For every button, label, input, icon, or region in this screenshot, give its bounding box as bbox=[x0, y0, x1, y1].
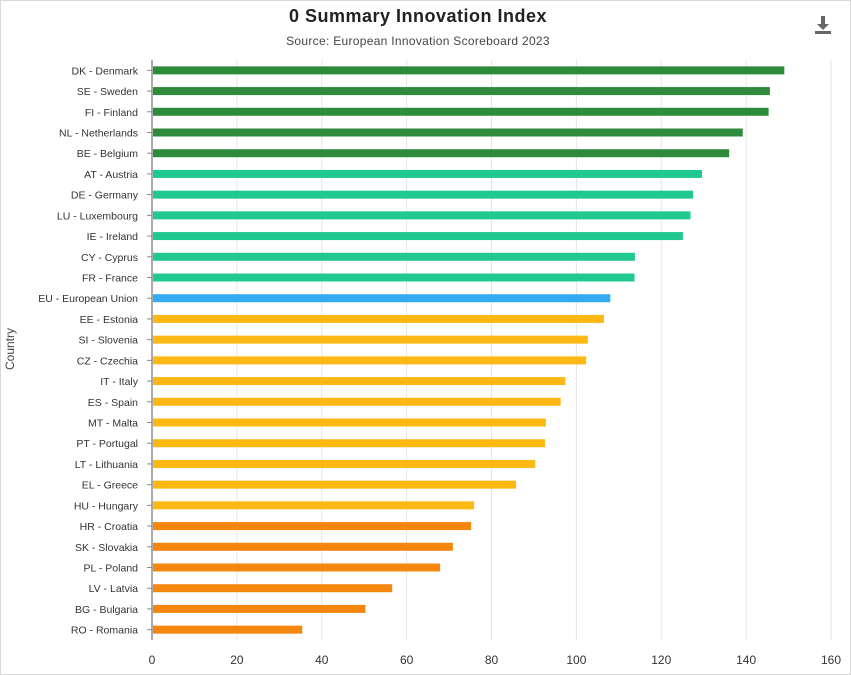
bar bbox=[153, 604, 366, 613]
bar bbox=[153, 439, 545, 448]
download-icon[interactable] bbox=[812, 14, 834, 36]
chart-title: 0 Summary Innovation Index bbox=[288, 6, 548, 26]
category-label: FR - France bbox=[82, 273, 138, 285]
bar bbox=[153, 314, 604, 323]
bar bbox=[153, 149, 730, 158]
bar bbox=[153, 252, 635, 261]
category-label: PT - Portugal bbox=[76, 438, 138, 450]
bar bbox=[153, 128, 743, 137]
bar bbox=[153, 377, 566, 386]
x-tick-label: 100 bbox=[566, 653, 586, 667]
category-label: RO - Romania bbox=[71, 625, 138, 637]
bar bbox=[153, 273, 635, 282]
bar bbox=[153, 625, 303, 634]
category-label: NL - Netherlands bbox=[59, 128, 138, 140]
bar bbox=[153, 501, 475, 510]
category-label: EL - Greece bbox=[82, 480, 138, 492]
bar bbox=[153, 418, 546, 427]
x-tick-label: 20 bbox=[230, 653, 244, 667]
bar bbox=[153, 480, 517, 489]
category-label: AT - Austria bbox=[84, 169, 138, 181]
category-label: LU - Luxembourg bbox=[57, 210, 138, 222]
category-label: HR - Croatia bbox=[80, 521, 139, 533]
bar bbox=[153, 397, 561, 406]
category-label: DE - Germany bbox=[71, 190, 139, 202]
x-tick-label: 140 bbox=[736, 653, 756, 667]
category-label: LT - Lithuania bbox=[75, 459, 138, 471]
category-label: SK - Slovakia bbox=[75, 542, 138, 554]
category-label: BG - Bulgaria bbox=[75, 604, 138, 616]
x-tick-label: 120 bbox=[651, 653, 671, 667]
bar bbox=[153, 107, 769, 116]
category-label: LV - Latvia bbox=[89, 583, 139, 595]
bar bbox=[153, 542, 453, 551]
chart-subtitle: Source: European Innovation Scoreboard 2… bbox=[286, 34, 550, 48]
category-label: EE - Estonia bbox=[80, 314, 139, 326]
bar bbox=[153, 522, 472, 531]
bar bbox=[153, 169, 702, 178]
bar bbox=[153, 190, 694, 199]
category-label: CY - Cyprus bbox=[81, 252, 138, 264]
category-label: DK - Denmark bbox=[71, 65, 138, 77]
bar bbox=[153, 584, 393, 593]
category-label: EU - European Union bbox=[38, 293, 138, 305]
bar bbox=[153, 232, 683, 241]
category-label: IT - Italy bbox=[100, 376, 138, 388]
bar bbox=[153, 66, 785, 75]
category-label: MT - Malta bbox=[88, 418, 138, 430]
category-label: ES - Spain bbox=[88, 397, 138, 409]
category-label: CZ - Czechia bbox=[77, 355, 138, 367]
x-tick-label: 40 bbox=[315, 653, 329, 667]
category-label: BE - Belgium bbox=[77, 148, 139, 160]
bar bbox=[153, 335, 588, 344]
category-label: SI - Slovenia bbox=[78, 335, 138, 347]
category-label: SE - Sweden bbox=[77, 86, 138, 98]
bar bbox=[153, 459, 536, 468]
category-label: IE - Ireland bbox=[87, 231, 139, 243]
bar bbox=[153, 87, 770, 96]
x-tick-label: 160 bbox=[821, 653, 841, 667]
x-tick-label: 0 bbox=[149, 653, 156, 667]
bar bbox=[153, 563, 441, 572]
bar bbox=[153, 294, 611, 303]
category-label: PL - Poland bbox=[84, 563, 139, 575]
bar bbox=[153, 211, 691, 220]
bar bbox=[153, 356, 587, 365]
x-tick-label: 80 bbox=[485, 653, 499, 667]
category-label: FI - Finland bbox=[85, 107, 138, 119]
category-label: HU - Hungary bbox=[74, 500, 139, 512]
x-tick-label: 60 bbox=[400, 653, 414, 667]
